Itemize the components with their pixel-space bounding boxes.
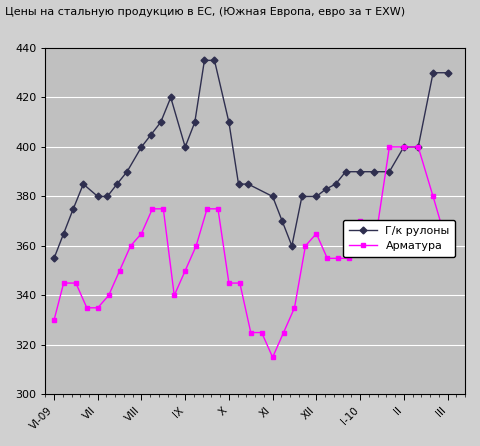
Г/к рулоны — [279, 219, 285, 224]
Line: Г/к рулоны: Г/к рулоны — [51, 58, 450, 261]
Арматура — [182, 268, 188, 273]
Арматура — [259, 330, 264, 335]
Арматура — [292, 305, 298, 310]
Арматура — [226, 281, 232, 286]
Г/к рулоны — [105, 194, 110, 199]
Г/к рулоны — [236, 182, 241, 187]
Г/к рулоны — [61, 231, 67, 236]
Арматура — [193, 243, 199, 248]
Г/к рулоны — [81, 182, 86, 187]
Г/к рулоны — [401, 145, 407, 150]
Арматура — [73, 281, 79, 286]
Г/к рулоны — [226, 120, 232, 125]
Арматура — [313, 231, 319, 236]
Г/к рулоны — [357, 169, 363, 174]
Г/к рулоны — [343, 169, 348, 174]
Арматура — [237, 281, 243, 286]
Арматура — [281, 330, 287, 335]
Арматура — [372, 243, 377, 248]
Г/к рулоны — [323, 186, 329, 192]
Арматура — [270, 355, 276, 360]
Г/к рулоны — [168, 95, 174, 100]
Арматура — [204, 206, 210, 211]
Г/к рулоны — [158, 120, 164, 125]
Арматура — [171, 293, 177, 298]
Legend: Г/к рулоны, Арматура: Г/к рулоны, Арматура — [343, 220, 455, 257]
Арматура — [117, 268, 122, 273]
Г/к рулоны — [415, 145, 421, 150]
Г/к рулоны — [139, 145, 144, 150]
Арматура — [302, 243, 308, 248]
Г/к рулоны — [95, 194, 101, 199]
Арматура — [215, 206, 221, 211]
Г/к рулоны — [182, 145, 188, 150]
Арматура — [401, 145, 407, 150]
Г/к рулоны — [270, 194, 276, 199]
Г/к рулоны — [313, 194, 319, 199]
Line: Арматура: Арматура — [51, 145, 450, 360]
Арматура — [336, 256, 341, 261]
Арматура — [386, 145, 392, 150]
Г/к рулоны — [51, 256, 57, 261]
Арматура — [149, 206, 155, 211]
Text: Цены на стальную продукцию в ЕС, (Южная Европа, евро за т EXW): Цены на стальную продукцию в ЕС, (Южная … — [5, 7, 405, 17]
Г/к рулоны — [245, 182, 251, 187]
Арматура — [106, 293, 111, 298]
Арматура — [346, 256, 352, 261]
Арматура — [324, 256, 330, 261]
Г/к рулоны — [212, 58, 217, 63]
Арматура — [444, 243, 450, 248]
Г/к рулоны — [148, 132, 154, 137]
Г/к рулоны — [289, 243, 295, 248]
Арматура — [139, 231, 144, 236]
Г/к рулоны — [333, 182, 338, 187]
Г/к рулоны — [299, 194, 305, 199]
Арматура — [430, 194, 436, 199]
Арматура — [61, 281, 67, 286]
Г/к рулоны — [71, 206, 76, 211]
Г/к рулоны — [124, 169, 130, 174]
Г/к рулоны — [202, 58, 207, 63]
Г/к рулоны — [372, 169, 377, 174]
Арматура — [128, 243, 133, 248]
Арматура — [51, 318, 57, 323]
Г/к рулоны — [444, 70, 450, 75]
Г/к рулоны — [386, 169, 392, 174]
Г/к рулоны — [114, 182, 120, 187]
Арматура — [248, 330, 253, 335]
Арматура — [84, 305, 90, 310]
Арматура — [160, 206, 166, 211]
Арматура — [95, 305, 101, 310]
Арматура — [415, 145, 421, 150]
Арматура — [357, 219, 363, 224]
Г/к рулоны — [430, 70, 436, 75]
Г/к рулоны — [192, 120, 198, 125]
